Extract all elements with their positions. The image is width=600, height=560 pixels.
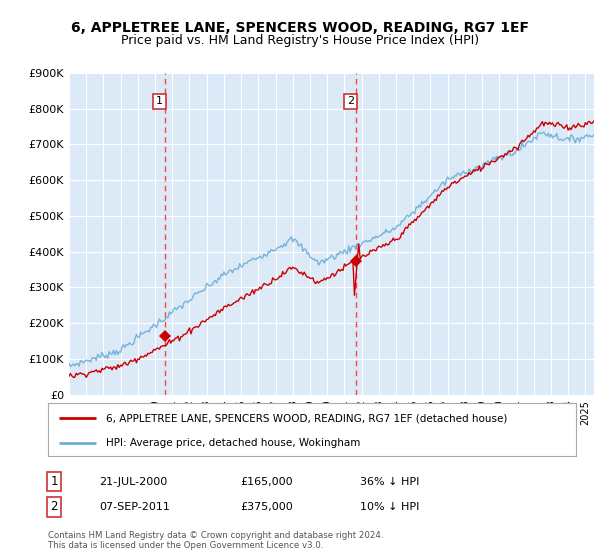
- Text: £165,000: £165,000: [240, 477, 293, 487]
- Text: 6, APPLETREE LANE, SPENCERS WOOD, READING, RG7 1EF (detached house): 6, APPLETREE LANE, SPENCERS WOOD, READIN…: [106, 413, 508, 423]
- Text: 07-SEP-2011: 07-SEP-2011: [99, 502, 170, 512]
- Text: £375,000: £375,000: [240, 502, 293, 512]
- Text: 6, APPLETREE LANE, SPENCERS WOOD, READING, RG7 1EF: 6, APPLETREE LANE, SPENCERS WOOD, READIN…: [71, 21, 529, 35]
- Text: 10% ↓ HPI: 10% ↓ HPI: [360, 502, 419, 512]
- Text: 36% ↓ HPI: 36% ↓ HPI: [360, 477, 419, 487]
- Text: 1: 1: [50, 475, 58, 488]
- Text: HPI: Average price, detached house, Wokingham: HPI: Average price, detached house, Woki…: [106, 438, 361, 448]
- Text: 21-JUL-2000: 21-JUL-2000: [99, 477, 167, 487]
- Text: 1: 1: [156, 96, 163, 106]
- Text: Contains HM Land Registry data © Crown copyright and database right 2024.
This d: Contains HM Land Registry data © Crown c…: [48, 530, 383, 550]
- Text: 2: 2: [50, 500, 58, 514]
- Text: 2: 2: [347, 96, 355, 106]
- Text: Price paid vs. HM Land Registry's House Price Index (HPI): Price paid vs. HM Land Registry's House …: [121, 34, 479, 46]
